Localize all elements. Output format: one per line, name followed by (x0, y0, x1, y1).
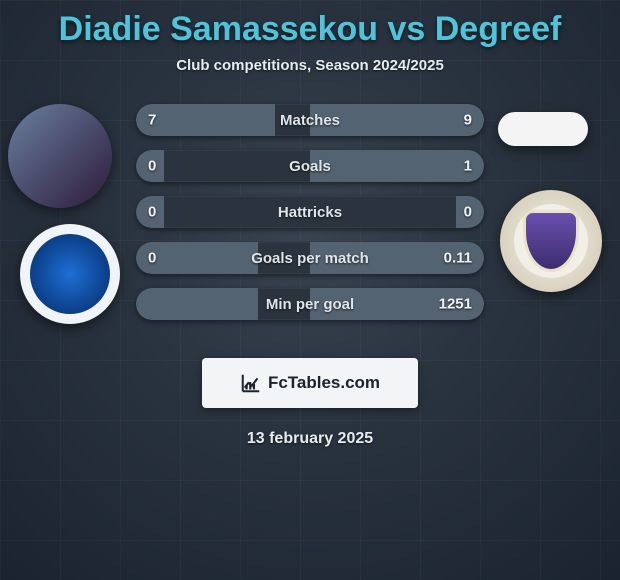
stat-value-right: 9 (464, 112, 472, 129)
stat-row: Min per goal 1251 (136, 288, 484, 320)
stats-bars: 7 Matches 9 0 Goals 1 0 Hattricks 0 0 Goals per ma… (136, 104, 484, 320)
stat-fill-right (310, 150, 484, 182)
player1-avatar (8, 104, 112, 208)
stat-value-left: 0 (148, 250, 156, 267)
player2-avatar (498, 112, 588, 146)
stat-label: Matches (280, 112, 340, 129)
stat-row: 0 Hattricks 0 (136, 196, 484, 228)
page-title: Diadie Samassekou vs Degreef (0, 0, 620, 49)
brand-text: FcTables.com (268, 373, 380, 393)
comparison-area: 7 Matches 9 0 Goals 1 0 Hattricks 0 0 Goals per ma… (0, 104, 620, 334)
brand-watermark: FcTables.com (202, 358, 418, 408)
club1-badge (20, 224, 120, 324)
stat-value-left: 0 (148, 204, 156, 221)
stat-label: Min per goal (266, 296, 354, 313)
stat-value-right: 1251 (439, 296, 472, 313)
chart-icon (240, 372, 262, 394)
stat-value-left: 0 (148, 158, 156, 175)
date-stamp: 13 february 2025 (0, 430, 620, 448)
stat-label: Goals per match (251, 250, 369, 267)
stat-row: 7 Matches 9 (136, 104, 484, 136)
subtitle: Club competitions, Season 2024/2025 (0, 57, 620, 74)
stat-value-right: 0.11 (444, 250, 472, 267)
stat-row: 0 Goals per match 0.11 (136, 242, 484, 274)
stat-value-right: 1 (464, 158, 472, 175)
stat-row: 0 Goals 1 (136, 150, 484, 182)
club2-badge (500, 190, 602, 292)
stat-value-right: 0 (464, 204, 472, 221)
stat-value-left: 7 (148, 112, 156, 129)
stat-label: Hattricks (278, 204, 342, 221)
stat-fill-left (136, 288, 258, 320)
stat-label: Goals (289, 158, 331, 175)
stat-fill-left (136, 104, 275, 136)
